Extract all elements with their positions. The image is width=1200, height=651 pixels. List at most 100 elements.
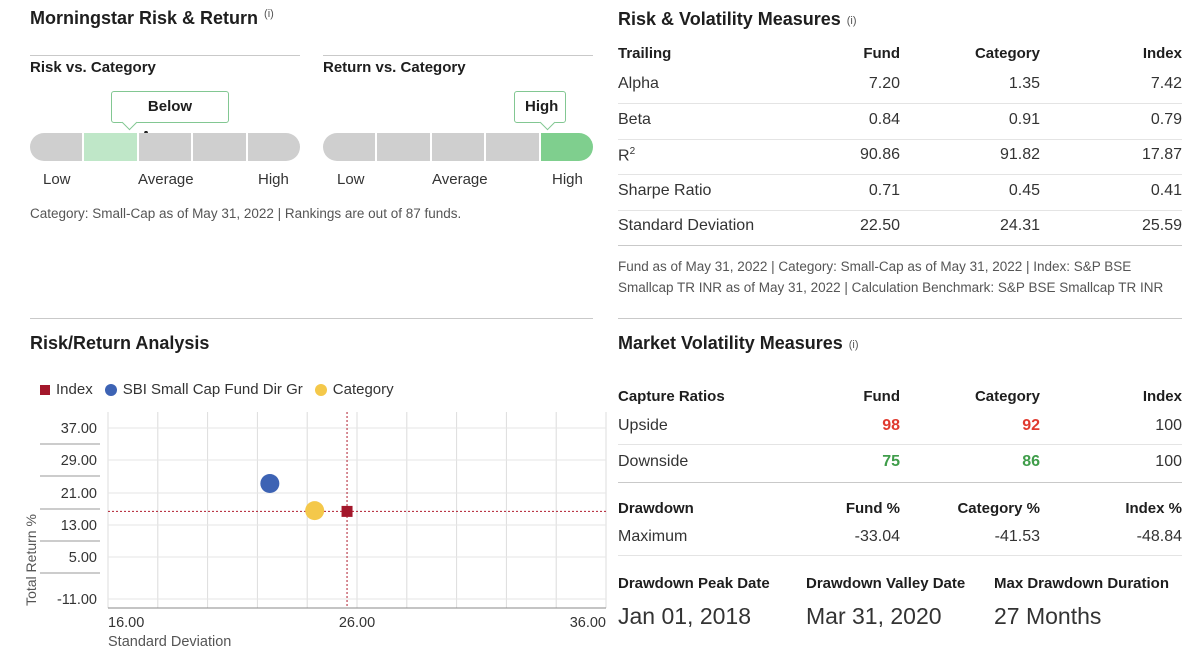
y-tick-label: 29.00 bbox=[61, 453, 97, 469]
divider bbox=[30, 55, 300, 56]
y-tick-label: 21.00 bbox=[61, 486, 97, 502]
drawdown-valley-value: Mar 31, 2020 bbox=[806, 603, 942, 629]
y-tick-label: 5.00 bbox=[69, 550, 97, 566]
market-info-icon[interactable]: (i) bbox=[848, 339, 859, 351]
downside-label: Downside bbox=[618, 453, 689, 470]
risk-return-scatter[interactable]: 37.00 29.00 21.00 13.00 5.00 -11.00 Total Retu… bbox=[0, 400, 607, 651]
volatility-row-index: 7.42 bbox=[1150, 75, 1182, 92]
legend-category-swatch bbox=[314, 383, 327, 396]
row-divider bbox=[618, 482, 1182, 483]
y-axis-title: Total Return % bbox=[23, 514, 39, 606]
legend-fund-label[interactable]: SBI Small Cap Fund Dir Gr bbox=[122, 381, 303, 398]
maximum-fund: -33.04 bbox=[854, 528, 900, 545]
volatility-row-label: Sharpe Ratio bbox=[618, 182, 711, 200]
volatility-row-category: 24.31 bbox=[999, 217, 1040, 234]
volatility-header-fund: Fund bbox=[863, 45, 900, 62]
drawdown-header-label: Drawdown bbox=[618, 500, 694, 517]
return-scale-high: High bbox=[552, 171, 583, 188]
risk-return-title: Morningstar Risk & Return (i) bbox=[30, 8, 274, 29]
return-scale-average: Average bbox=[432, 171, 488, 188]
volatility-header-index: Index bbox=[1142, 45, 1182, 62]
volatility-title-text: Risk & Volatility Measures bbox=[618, 9, 841, 29]
maximum-category: -41.53 bbox=[994, 528, 1040, 545]
chart-legend: Index SBI Small Cap Fund Dir Gr Category bbox=[40, 381, 394, 398]
legend-category-label[interactable]: Category bbox=[332, 381, 394, 398]
row-divider bbox=[618, 103, 1182, 104]
row-divider bbox=[618, 138, 1182, 140]
drawdown-header-category: Category % bbox=[957, 500, 1040, 517]
volatility-row-fund: 0.71 bbox=[868, 181, 900, 199]
risk-scale-average: Average bbox=[138, 171, 194, 188]
volatility-info-icon[interactable]: (i) bbox=[846, 15, 857, 27]
capture-header-index: Index bbox=[1142, 388, 1182, 405]
downside-index: 100 bbox=[1155, 453, 1182, 470]
y-tick-label: -11.00 bbox=[57, 592, 97, 608]
risk-rating-bar bbox=[30, 133, 300, 161]
risk-scale-high: High bbox=[258, 171, 289, 188]
volatility-row-index: 0.79 bbox=[1150, 110, 1182, 128]
drawdown-valley-label: Drawdown Valley Date bbox=[806, 575, 966, 592]
maximum-label: Maximum bbox=[618, 528, 688, 545]
market-title-text: Market Volatility Measures bbox=[618, 333, 843, 353]
return-segment-above-average bbox=[486, 133, 541, 161]
drawdown-peak-value: Jan 01, 2018 bbox=[618, 603, 752, 629]
volatility-row-label: Standard Deviation bbox=[618, 217, 754, 235]
return-segment-average bbox=[431, 133, 487, 161]
volatility-row-index: 17.87 bbox=[1141, 146, 1182, 163]
volatility-footnote-line1: Fund as of May 31, 2022 | Category: Smal… bbox=[618, 259, 1132, 274]
volatility-row-label-text: Alpha bbox=[618, 75, 659, 92]
drawdown-peak-label: Drawdown Peak Date bbox=[618, 575, 770, 592]
return-rating-bar bbox=[323, 133, 593, 161]
return-segment-below-average bbox=[377, 133, 432, 161]
volatility-row-label-sup: 2 bbox=[629, 146, 636, 157]
risk-segment-below-average bbox=[84, 133, 139, 161]
upside-fund: 98 bbox=[882, 417, 900, 434]
volatility-row-label-text: R bbox=[618, 147, 630, 165]
x-tick-label: 26.00 bbox=[339, 615, 375, 631]
downside-category: 86 bbox=[1022, 453, 1040, 470]
upside-category: 92 bbox=[1022, 417, 1040, 434]
volatility-header-trailing: Trailing bbox=[618, 45, 672, 62]
risk-vs-category-label: Risk vs. Category bbox=[30, 59, 156, 76]
divider bbox=[323, 55, 593, 56]
volatility-row-fund: 0.84 bbox=[868, 110, 900, 128]
volatility-row-category: 91.82 bbox=[999, 146, 1040, 163]
maximum-index: -48.84 bbox=[1136, 528, 1182, 545]
volatility-title: Risk & Volatility Measures (i) bbox=[618, 9, 857, 30]
y-tick-label: 37.00 bbox=[61, 421, 97, 437]
capture-header-category: Category bbox=[974, 388, 1040, 405]
return-segment-high bbox=[540, 133, 593, 161]
return-segment-low bbox=[323, 133, 378, 161]
volatility-row-label-text: Standard Deviation bbox=[618, 217, 755, 234]
row-divider bbox=[618, 555, 1182, 556]
downside-fund: 75 bbox=[882, 453, 900, 470]
y-tick-label: 13.00 bbox=[61, 518, 97, 534]
volatility-row-fund: 22.50 bbox=[859, 217, 900, 234]
row-divider bbox=[618, 174, 1182, 175]
row-divider bbox=[618, 209, 1182, 211]
volatility-row-category: 1.35 bbox=[1008, 75, 1040, 92]
x-tick-label: 16.00 bbox=[108, 615, 144, 631]
analysis-title: Risk/Return Analysis bbox=[30, 333, 210, 353]
drawdown-duration-label: Max Drawdown Duration bbox=[994, 575, 1170, 592]
volatility-row-label-text: Beta bbox=[618, 110, 651, 128]
drawdown-header-index: Index % bbox=[1125, 500, 1182, 517]
upside-label: Upside bbox=[618, 417, 668, 434]
risk-return-info-icon[interactable]: (i) bbox=[264, 8, 274, 20]
row-divider bbox=[618, 245, 1182, 246]
return-rating-badge: High bbox=[514, 91, 566, 123]
volatility-header-category: Category bbox=[974, 45, 1040, 62]
capture-header-label: Capture Ratios bbox=[618, 388, 725, 405]
risk-scale-low: Low bbox=[43, 171, 71, 188]
volatility-row-index: 25.59 bbox=[1141, 217, 1182, 234]
fund-point bbox=[260, 474, 280, 494]
legend-index-label[interactable]: Index bbox=[56, 381, 93, 398]
row-divider bbox=[618, 444, 1182, 445]
risk-rating-badge: Below Average bbox=[111, 91, 229, 145]
risk-segment-high bbox=[247, 133, 300, 161]
volatility-row-category: 0.45 bbox=[1008, 181, 1040, 199]
drawdown-header-fund: Fund % bbox=[845, 500, 900, 517]
drawdown-duration-value: 27 Months bbox=[994, 603, 1102, 629]
volatility-row-category: 0.91 bbox=[1008, 110, 1040, 128]
volatility-row-fund: 90.86 bbox=[859, 146, 900, 163]
